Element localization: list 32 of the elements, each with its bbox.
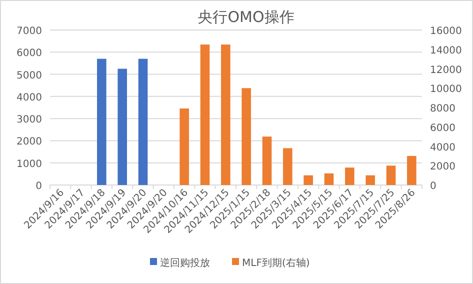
bar: [345, 168, 354, 185]
bar: [283, 148, 292, 185]
bar: [180, 108, 189, 185]
legend-label: 逆回购投放: [160, 257, 210, 269]
y2-tick-label: 6000: [430, 122, 456, 134]
bar: [407, 156, 416, 185]
y-tick-label: 7000: [16, 26, 42, 37]
y2-tick-label: 12000: [430, 64, 462, 76]
bar: [304, 175, 313, 185]
y2-tick-label: 4000: [430, 142, 456, 154]
y-tick-label: 6000: [16, 48, 42, 60]
bar: [386, 166, 396, 185]
bar: [200, 44, 210, 185]
bar: [221, 44, 230, 185]
y2-tick-label: 16000: [430, 26, 462, 37]
y2-tick-label: 10000: [430, 84, 462, 96]
y-tick-label: 2000: [16, 136, 42, 148]
chart-title: 央行OMO操作: [198, 8, 294, 26]
y-tick-label: 4000: [16, 92, 42, 104]
y-tick-label: 1000: [16, 158, 42, 170]
y-tick-label: 3000: [16, 114, 42, 126]
y-tick-label: 5000: [16, 70, 42, 82]
bar: [366, 175, 375, 185]
legend-label: MLF到期(右轴): [242, 257, 310, 269]
bar: [262, 136, 272, 185]
y-tick-label: 0: [36, 181, 42, 192]
bar: [324, 173, 334, 185]
y2-tick-label: 8000: [430, 104, 456, 114]
bar: [242, 88, 251, 185]
y2-tick-label: 2000: [430, 162, 456, 173]
y2-tick-label: 14000: [430, 45, 462, 56]
y2-tick-label: 0: [430, 181, 436, 192]
